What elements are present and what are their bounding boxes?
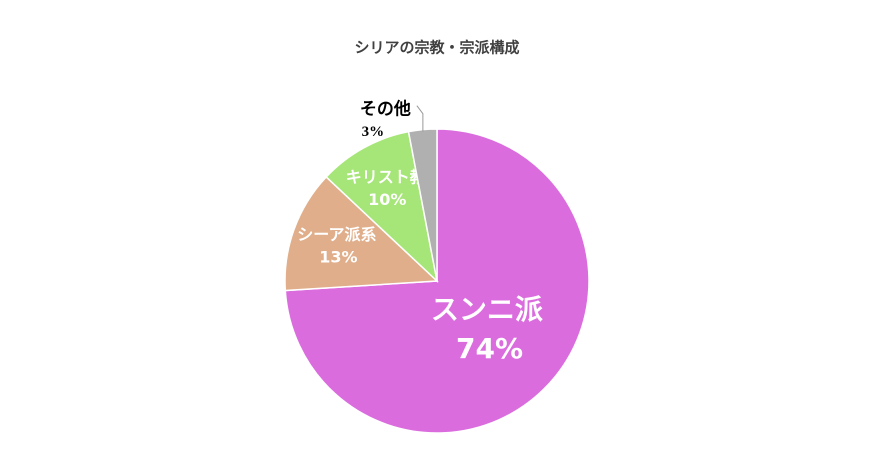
leader-line <box>416 105 424 132</box>
pie-slice <box>284 175 439 292</box>
chart-title: シリアの宗教・宗派構成 <box>354 39 519 57</box>
pie-slice <box>325 130 439 284</box>
value-label: 10% <box>368 190 406 209</box>
value-label: 74% <box>456 332 523 365</box>
category-label: その他 <box>360 99 411 120</box>
value-label: 13% <box>319 247 357 266</box>
category-label: スンニ派 <box>431 293 543 326</box>
category-label: シーア派系 <box>297 225 376 244</box>
category-label: キリスト教 <box>346 168 427 187</box>
value-label: 3% <box>362 124 385 140</box>
